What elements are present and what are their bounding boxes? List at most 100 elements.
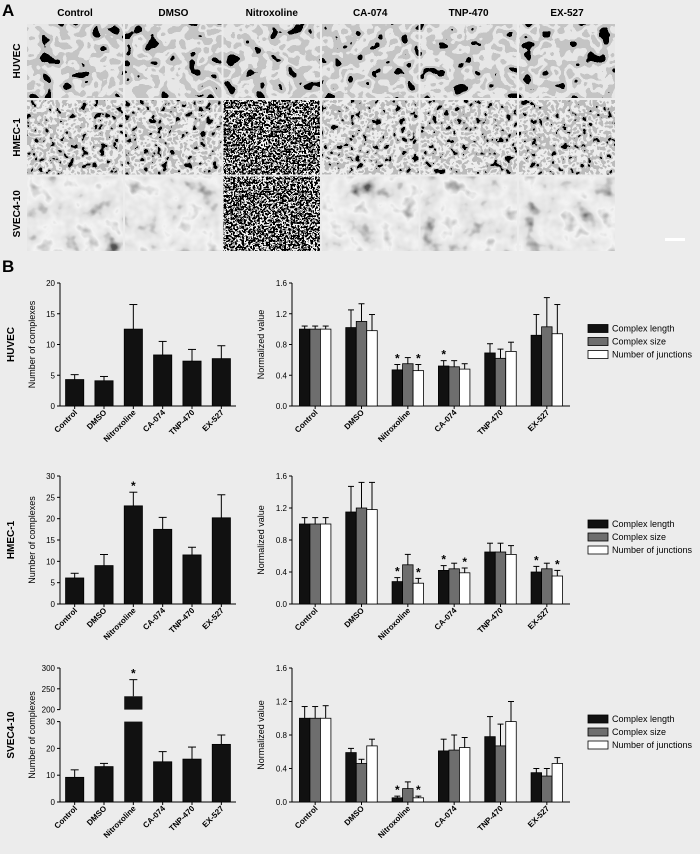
treatment-label: Control bbox=[57, 8, 93, 19]
bar bbox=[345, 752, 357, 803]
micrograph-network bbox=[420, 176, 517, 251]
significance-star: * bbox=[416, 351, 421, 365]
x-tick-label: Nitroxoline bbox=[376, 606, 412, 642]
bar-lower-segment bbox=[124, 721, 143, 802]
bar-upper-segment bbox=[124, 696, 143, 710]
bar bbox=[320, 523, 332, 605]
bar bbox=[438, 750, 450, 803]
bar bbox=[299, 717, 311, 803]
bar bbox=[309, 523, 321, 605]
x-tick-label: Control bbox=[293, 606, 319, 632]
micrograph-network bbox=[322, 100, 419, 175]
x-tick-label: TNP-470 bbox=[167, 804, 196, 833]
bar bbox=[541, 775, 553, 803]
x-tick-label: Control bbox=[53, 804, 79, 830]
bar bbox=[320, 328, 332, 407]
y-tick-label: 15 bbox=[46, 536, 55, 545]
micrograph-network bbox=[519, 100, 615, 175]
bar bbox=[65, 776, 85, 803]
bar bbox=[412, 797, 424, 803]
y-tick-label: 0.8 bbox=[276, 341, 288, 350]
bar bbox=[211, 358, 231, 407]
y-tick-label: 1.6 bbox=[276, 664, 288, 673]
bar bbox=[484, 736, 496, 803]
legend-label: Number of junctions bbox=[612, 740, 693, 750]
y-tick-label: 200 bbox=[42, 706, 56, 715]
legend-swatch bbox=[587, 532, 609, 542]
bar bbox=[494, 745, 507, 803]
bar bbox=[438, 365, 450, 407]
treatment-label: CA-074 bbox=[353, 8, 388, 19]
x-tick-label: TNP-470 bbox=[167, 408, 196, 437]
y-axis-label: Normalized value bbox=[256, 700, 266, 770]
significance-star: * bbox=[131, 479, 136, 493]
bar bbox=[153, 354, 173, 407]
x-tick-label: CA-074 bbox=[141, 804, 167, 830]
y-axis-label: Number of complexes bbox=[27, 496, 37, 584]
bar bbox=[355, 321, 368, 407]
y-tick-label: 25 bbox=[46, 493, 55, 502]
y-tick-label: 1.6 bbox=[276, 279, 288, 288]
bar bbox=[448, 366, 460, 407]
x-tick-label: EX-527 bbox=[526, 408, 552, 434]
x-tick-label: DMSO bbox=[343, 804, 366, 827]
legend-label: Complex size bbox=[612, 532, 666, 542]
micrograph-network bbox=[519, 24, 615, 98]
legend: Complex length Complex size Number of junc… bbox=[587, 714, 693, 750]
bar bbox=[355, 763, 368, 803]
treatment-label: EX-527 bbox=[550, 8, 584, 19]
legend-label: Complex length bbox=[612, 519, 675, 529]
panel-label-a: A bbox=[2, 1, 14, 20]
bar bbox=[153, 761, 173, 803]
scale-bar bbox=[665, 238, 685, 241]
legend-swatch bbox=[587, 740, 609, 750]
micrograph-network bbox=[223, 24, 320, 98]
bar bbox=[211, 743, 231, 803]
bar bbox=[448, 749, 460, 803]
legend-swatch bbox=[587, 727, 609, 737]
y-tick-label: 30 bbox=[46, 718, 55, 727]
y-tick-label: 1.6 bbox=[276, 472, 288, 481]
bar bbox=[345, 327, 357, 407]
micrograph-network bbox=[420, 100, 517, 175]
y-tick-label: 30 bbox=[46, 472, 55, 481]
y-tick-label: 10 bbox=[46, 557, 55, 566]
bar bbox=[448, 568, 460, 605]
y-tick-label: 20 bbox=[46, 515, 55, 524]
bar bbox=[402, 788, 414, 803]
significance-star: * bbox=[534, 553, 539, 567]
y-tick-label: 0 bbox=[51, 600, 56, 609]
charts-area: HUVEC Number of complexes 0 5 10 15 20 Control D… bbox=[6, 279, 693, 840]
y-tick-label: 0.0 bbox=[276, 798, 288, 807]
x-tick-label: DMSO bbox=[343, 606, 366, 629]
legend-swatch bbox=[587, 714, 609, 724]
bar bbox=[459, 747, 471, 803]
x-tick-label: Nitroxoline bbox=[376, 804, 412, 840]
bar bbox=[355, 507, 368, 605]
x-tick-label: CA-074 bbox=[141, 606, 167, 632]
bar bbox=[530, 571, 542, 605]
bar bbox=[551, 763, 563, 803]
y-axis-label: Normalized value bbox=[256, 505, 266, 575]
significance-star: * bbox=[131, 667, 136, 681]
legend-label: Complex size bbox=[612, 337, 666, 347]
bar bbox=[505, 351, 517, 407]
micrograph-network bbox=[125, 100, 222, 175]
micrograph-network bbox=[27, 176, 123, 251]
y-tick-label: 1.2 bbox=[276, 310, 288, 319]
bar bbox=[402, 363, 414, 407]
chart-complex-count: SVEC4-10 Number of complexes 0 10 20 30 200 250… bbox=[6, 664, 236, 840]
x-tick-label: TNP-470 bbox=[476, 408, 505, 437]
y-tick-label: 0.4 bbox=[276, 568, 288, 577]
chart-normalized: Normalized value 0.0 0.4 0.8 1.2 1.6 * * * * * * Con… bbox=[256, 472, 693, 642]
x-tick-label: Control bbox=[293, 804, 319, 830]
x-tick-label: TNP-470 bbox=[476, 606, 505, 635]
significance-star: * bbox=[395, 351, 400, 365]
y-tick-label: 0.0 bbox=[276, 402, 288, 411]
legend-label: Complex size bbox=[612, 727, 666, 737]
y-axis-label: Number of complexes bbox=[27, 300, 37, 388]
bar bbox=[494, 357, 507, 407]
y-tick-label: 1.2 bbox=[276, 698, 288, 707]
